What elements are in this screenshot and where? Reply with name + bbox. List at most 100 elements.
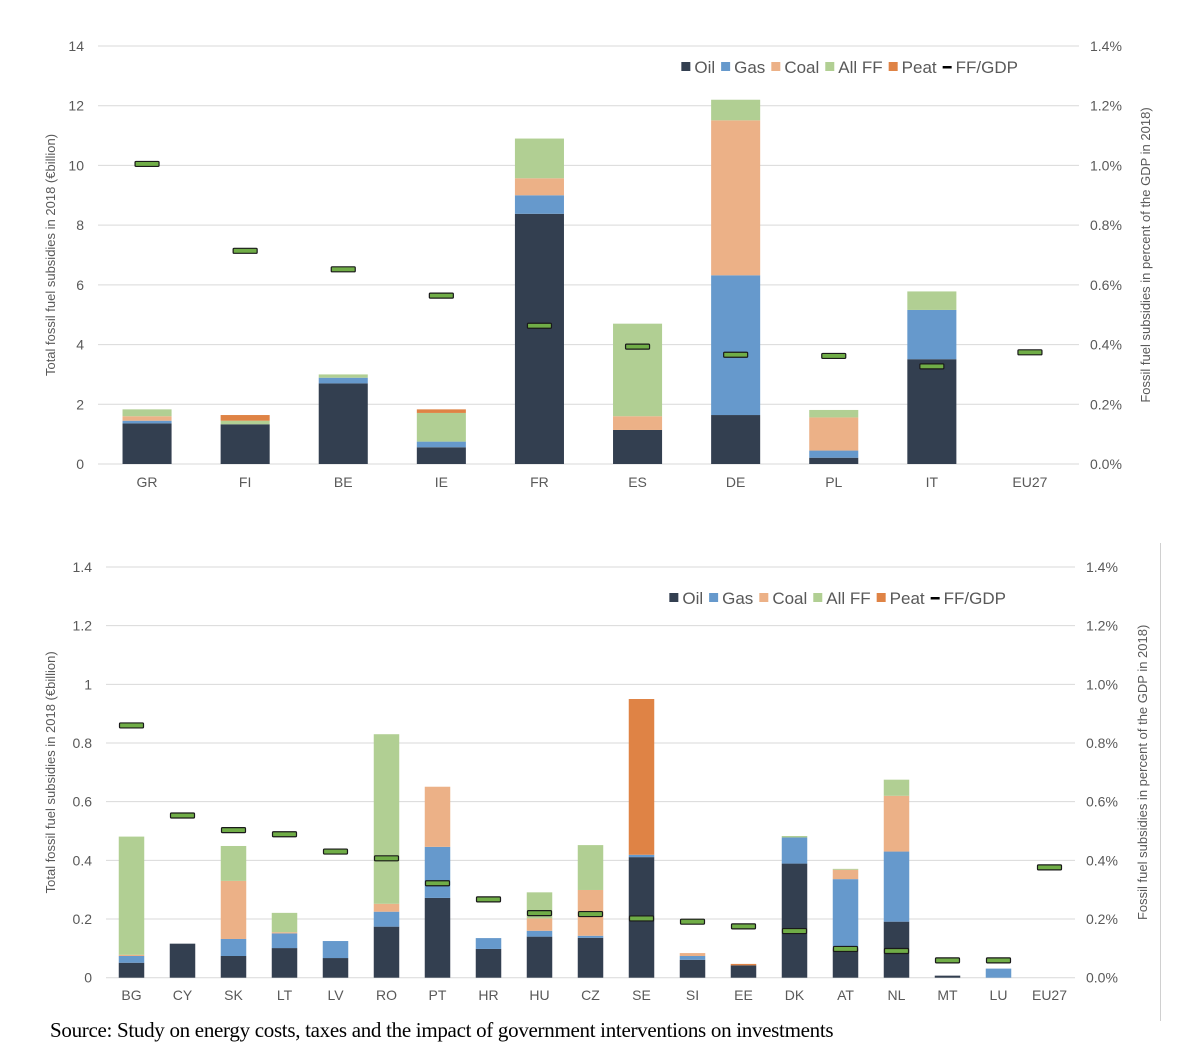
- bar-segment-oil: [781, 863, 808, 978]
- x-tick-label: NL: [888, 987, 906, 1003]
- bar-segment-oil: [613, 429, 663, 464]
- figure-frame-line: [1160, 543, 1161, 1021]
- x-tick-label: EE: [734, 987, 753, 1003]
- legend-swatch-all-ff: [813, 593, 823, 602]
- bar-segment-oil: [475, 948, 502, 978]
- legend-item-ff-gdp: FF/GDP: [942, 58, 1018, 77]
- y2-tick-label: 0.8%: [1086, 735, 1118, 751]
- legend-item-gas: Gas: [709, 589, 753, 608]
- legend-swatch-coal: [759, 593, 769, 602]
- legend-item-coal: Coal: [759, 589, 807, 608]
- y2-tick-label: 0.2%: [1090, 396, 1122, 412]
- bar-segment-all-ff: [577, 845, 604, 890]
- legend-label: Gas: [722, 589, 753, 608]
- bar-segment-oil: [934, 975, 961, 978]
- legend-item-ff-gdp: FF/GDP: [930, 589, 1006, 608]
- ff-gdp-marker: [232, 247, 258, 254]
- bar-segment-oil: [711, 415, 761, 464]
- y-tick-label: 0: [76, 456, 84, 472]
- bar-segment-coal: [271, 932, 298, 934]
- y2-tick-label: 0.0%: [1086, 970, 1118, 986]
- ff-gdp-marker: [919, 363, 945, 370]
- bar-segment-gas: [475, 938, 502, 949]
- legend-swatch-gas: [709, 593, 719, 602]
- x-tick-label: RO: [376, 987, 397, 1003]
- y2-axis-title: Fossil fuel subsidies in percent of the …: [1135, 625, 1150, 920]
- bar-segment-all-ff: [118, 836, 145, 955]
- ff-gdp-marker: [271, 831, 298, 838]
- bar-segment-coal: [118, 954, 145, 956]
- x-tick-label: HR: [478, 987, 498, 1003]
- ff-gdp-marker: [577, 910, 604, 918]
- bar-segment-oil: [730, 965, 757, 978]
- x-tick-label: IT: [926, 474, 939, 490]
- bar-segment-gas: [907, 309, 957, 360]
- bar-segment-gas: [424, 846, 451, 898]
- x-tick-label: PL: [825, 474, 842, 490]
- ff-gdp-marker: [624, 343, 651, 350]
- bar-segment-oil: [373, 926, 400, 978]
- y2-tick-label: 0.2%: [1086, 911, 1118, 927]
- ff-gdp-marker: [883, 947, 910, 955]
- y-tick-label: 2: [76, 396, 84, 412]
- bar-segment-peat: [628, 699, 655, 855]
- ff-gdp-marker: [322, 848, 349, 855]
- x-tick-label: ES: [628, 474, 647, 490]
- bar-segment-gas: [122, 420, 172, 424]
- bar-segment-coal: [526, 918, 553, 931]
- ff-gdp-marker: [679, 918, 706, 925]
- ff-gdp-marker: [428, 292, 454, 299]
- y-tick-label: 0.4: [73, 852, 93, 868]
- bar-segment-coal: [514, 178, 564, 196]
- ff-gdp-marker: [475, 896, 502, 903]
- legend-label: Peat: [890, 589, 925, 608]
- y-tick-label: 4: [76, 337, 84, 353]
- y-axis-title: Total fossil fuel subsidies in 2018 (€bi…: [43, 651, 58, 893]
- y2-tick-label: 1.0%: [1090, 157, 1122, 173]
- legend-swatch-gas: [721, 62, 731, 71]
- bar-segment-all-ff: [373, 734, 400, 904]
- legend-swatch-coal: [771, 62, 781, 71]
- legend-swatch-ff-gdp: [942, 66, 952, 69]
- legend: Oil Gas Coal All FF Peat FF/GDP: [681, 58, 1018, 77]
- bar-segment-all-ff: [416, 412, 466, 442]
- bar-segment-gas: [318, 377, 368, 384]
- bar-segment-oil: [169, 943, 196, 978]
- legend-swatch-peat: [876, 593, 886, 602]
- bar-segment-gas: [514, 195, 564, 214]
- legend-item-coal: Coal: [771, 58, 819, 77]
- legend: Oil Gas Coal All FF Peat FF/GDP: [669, 589, 1006, 608]
- bar-segment-gas: [809, 450, 859, 458]
- bar-segment-coal: [122, 416, 172, 421]
- bar-segment-gas: [832, 879, 859, 949]
- x-tick-label: SE: [632, 987, 651, 1003]
- ff-gdp-marker: [934, 957, 961, 964]
- x-tick-label: HU: [529, 987, 549, 1003]
- legend-label: All FF: [826, 589, 870, 608]
- bar-segment-oil: [322, 958, 349, 978]
- bar-segment-all-ff: [781, 836, 808, 838]
- bar-segment-gas: [711, 275, 761, 416]
- legend-label: Gas: [734, 58, 765, 77]
- bar-segment-coal: [832, 869, 859, 880]
- y-axis-title: Total fossil fuel subsidies in 2018 (€bi…: [43, 134, 58, 376]
- y2-tick-label: 0.6%: [1090, 277, 1122, 293]
- legend-item-peat: Peat: [876, 589, 925, 608]
- x-tick-label: LT: [277, 987, 293, 1003]
- bar-segment-coal: [613, 416, 663, 430]
- bar-segment-all-ff: [809, 409, 859, 418]
- bar-segment-coal: [711, 120, 761, 276]
- bar-segment-all-ff: [220, 845, 247, 881]
- chart-1: 0 2 4 6 8 10 12 14 0.0% 0.2% 0.4% 0.6% 0.8% 1.0% 1.2% 1…: [43, 38, 1153, 490]
- legend-item-all-ff: All FF: [825, 58, 883, 77]
- bar-segment-all-ff: [122, 409, 172, 417]
- ff-gdp-marker: [526, 910, 553, 917]
- ff-gdp-marker: [1036, 864, 1063, 871]
- y2-tick-label: 0.4%: [1086, 852, 1118, 868]
- bar-segment-oil: [271, 948, 298, 978]
- x-tick-label: AT: [837, 987, 854, 1003]
- ff-gdp-marker: [220, 827, 247, 834]
- bar-segment-peat: [416, 409, 466, 413]
- ff-gdp-marker: [424, 880, 451, 887]
